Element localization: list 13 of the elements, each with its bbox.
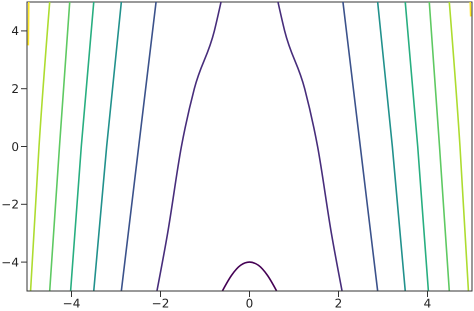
x-tick-label: 2	[334, 296, 342, 311]
x-tick-label: −2	[152, 296, 170, 311]
y-tick-label: 2	[11, 82, 19, 96]
y-tick-label: 0	[11, 140, 19, 154]
x-tick-label: 4	[424, 296, 432, 311]
x-tick-label: 0	[246, 296, 254, 311]
x-tick-label: −4	[62, 296, 80, 311]
y-tick-label: 4	[11, 24, 19, 38]
y-tick-label: −4	[1, 255, 19, 270]
line-series	[277, 2, 343, 291]
y-tick-label: −2	[1, 198, 19, 212]
line-series	[222, 261, 278, 291]
line-series	[156, 2, 222, 291]
